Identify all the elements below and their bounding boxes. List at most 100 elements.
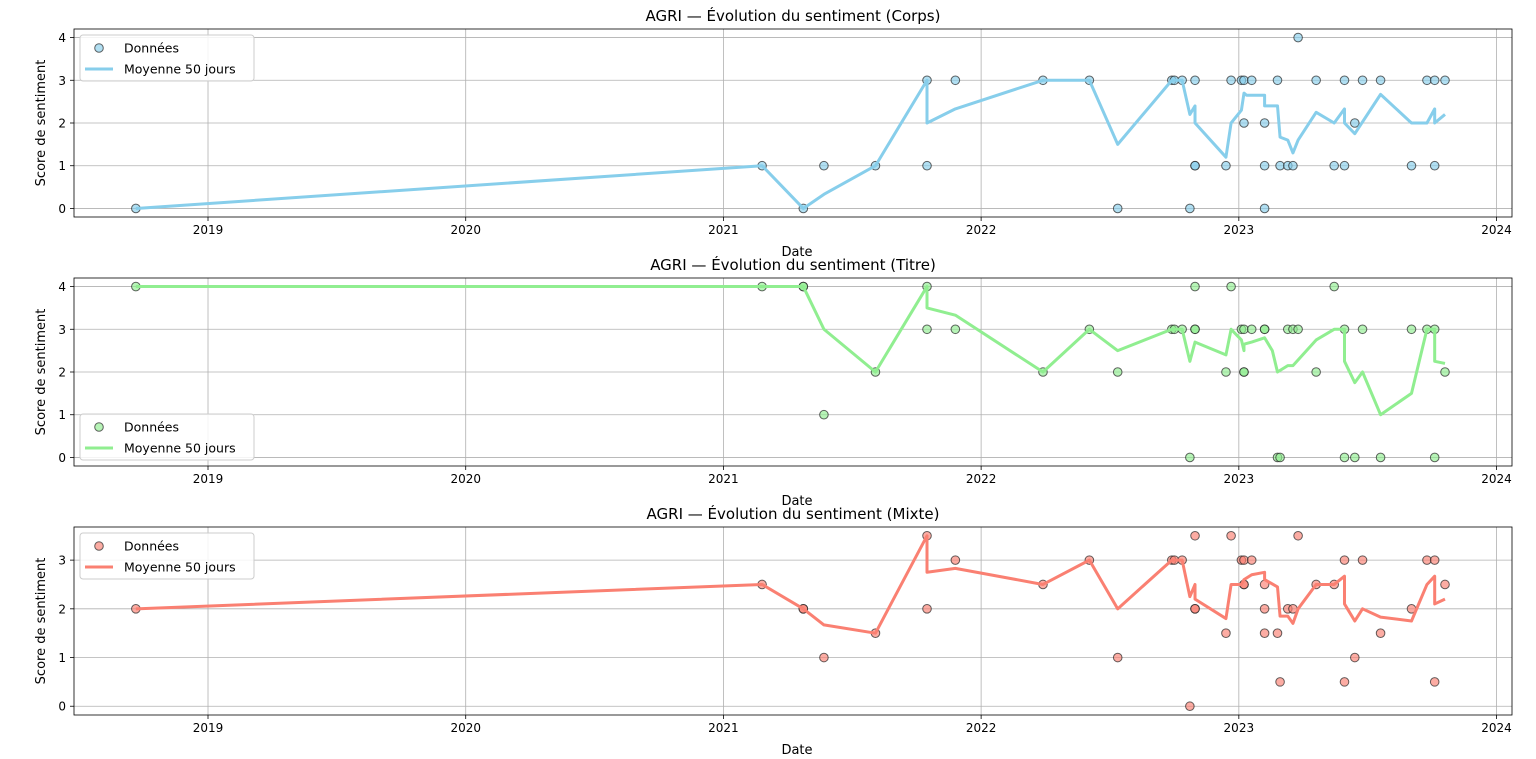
data-point: [1429, 555, 1440, 565]
legend-box: [79, 413, 255, 461]
axes-frame: [73, 526, 1513, 716]
y-axis-label: Score de sentiment: [34, 558, 49, 685]
x-tick-label: 2023: [1224, 223, 1255, 237]
legend-marker-scatter: [94, 541, 104, 551]
x-tick-label: 2024: [1481, 721, 1512, 735]
y-axis-label: Score de sentiment: [34, 60, 49, 187]
data-point: [1311, 75, 1321, 86]
data-point: [1112, 652, 1123, 663]
y-tick-label: 0: [58, 700, 66, 714]
y-tick-label: 0: [58, 202, 66, 216]
data-point: [1259, 604, 1270, 614]
data-point: [1112, 203, 1123, 214]
data-point: [950, 75, 961, 86]
legend-label-scatter: Données: [124, 420, 179, 435]
x-axis-label: Date: [781, 494, 812, 509]
y-tick-label: 0: [58, 451, 66, 465]
data-point: [1329, 160, 1339, 171]
data-point: [1429, 160, 1440, 171]
legend: Données Moyenne 50 jours: [79, 532, 255, 580]
data-point: [1185, 203, 1195, 214]
legend-marker-scatter: [94, 43, 104, 53]
legend-box: [79, 34, 255, 82]
data-point: [1349, 452, 1360, 463]
x-axis-label: Date: [781, 245, 812, 260]
x-tick-label: 2022: [966, 721, 997, 735]
legend-label-scatter: Données: [124, 539, 179, 554]
moving-average-line: [135, 534, 1446, 635]
data-point: [1190, 160, 1200, 171]
data-point: [1226, 530, 1236, 541]
y-tick-label: 3: [58, 323, 66, 337]
data-point: [1357, 324, 1368, 335]
x-tick-label: 2024: [1481, 472, 1512, 486]
x-tick-label: 2021: [708, 721, 739, 735]
legend-label-scatter: Données: [124, 41, 179, 56]
data-point: [1190, 324, 1200, 335]
data-point: [819, 160, 829, 171]
data-point: [1349, 118, 1360, 128]
data-point: [1190, 604, 1200, 614]
chart-title: AGRI — Évolution du sentiment (Mixte): [647, 504, 940, 523]
data-point: [1275, 677, 1285, 687]
y-tick-label: 4: [58, 280, 66, 294]
chart-title: AGRI — Évolution du sentiment (Titre): [650, 255, 936, 274]
data-point: [1440, 579, 1450, 590]
data-point: [1259, 118, 1270, 128]
chart-panel-3: 2019 2020 2021 2022 2023 2024 0 1 2 3 AGRI — Évolu…: [34, 504, 1513, 758]
x-tick-label: 2019: [193, 472, 224, 486]
data-point: [1375, 452, 1386, 463]
data-point: [1185, 452, 1195, 463]
x-tick-label: 2020: [450, 223, 481, 237]
data-point: [1221, 628, 1231, 638]
x-tick-label: 2022: [966, 223, 997, 237]
data-point: [1272, 75, 1283, 86]
legend-label-line: Moyenne 50 jours: [124, 441, 236, 456]
data-point: [1375, 75, 1386, 86]
data-point: [1339, 75, 1350, 86]
y-tick-label: 4: [58, 31, 66, 45]
data-point: [1406, 324, 1417, 335]
data-point: [1357, 75, 1368, 86]
x-tick-label: 2021: [708, 472, 739, 486]
y-tick-label: 1: [58, 651, 66, 665]
x-tick-label: 2020: [450, 721, 481, 735]
data-point: [1329, 281, 1339, 292]
data-point: [1272, 628, 1283, 638]
data-point: [1246, 555, 1257, 565]
y-tick-label: 1: [58, 159, 66, 173]
moving-average-line: [135, 78, 1446, 210]
y-axis-label: Score de sentiment: [34, 309, 49, 436]
legend: Données Moyenne 50 jours: [79, 34, 255, 82]
x-tick-label: 2020: [450, 472, 481, 486]
data-point: [1429, 452, 1440, 463]
x-tick-label: 2024: [1481, 223, 1512, 237]
data-point: [1429, 677, 1440, 687]
y-tick-label: 2: [58, 602, 66, 616]
x-tick-label: 2019: [193, 223, 224, 237]
data-point: [1293, 530, 1303, 541]
data-point: [1239, 367, 1249, 377]
data-point: [1429, 75, 1440, 86]
chart-panel-2: 2019 2020 2021 2022 2023 2024 0 1 2 3 4 AGRI — Évol…: [34, 255, 1513, 509]
x-tick-label: 2023: [1224, 472, 1255, 486]
y-tick-label: 2: [58, 117, 66, 131]
x-tick-label: 2023: [1224, 721, 1255, 735]
data-point: [922, 160, 932, 171]
x-axis-label: Date: [781, 743, 812, 758]
data-point: [1339, 452, 1350, 463]
data-point: [1349, 652, 1360, 663]
x-tick-label: 2021: [708, 223, 739, 237]
data-point: [819, 652, 829, 663]
data-point: [1406, 160, 1417, 171]
data-point: [1311, 367, 1321, 377]
data-point: [1221, 160, 1231, 171]
data-point: [1246, 324, 1257, 335]
data-point: [1239, 118, 1249, 128]
data-point: [1440, 75, 1450, 86]
moving-average-line: [135, 285, 1446, 417]
data-point: [1221, 367, 1231, 377]
data-point: [1185, 701, 1195, 712]
data-point: [950, 555, 961, 565]
